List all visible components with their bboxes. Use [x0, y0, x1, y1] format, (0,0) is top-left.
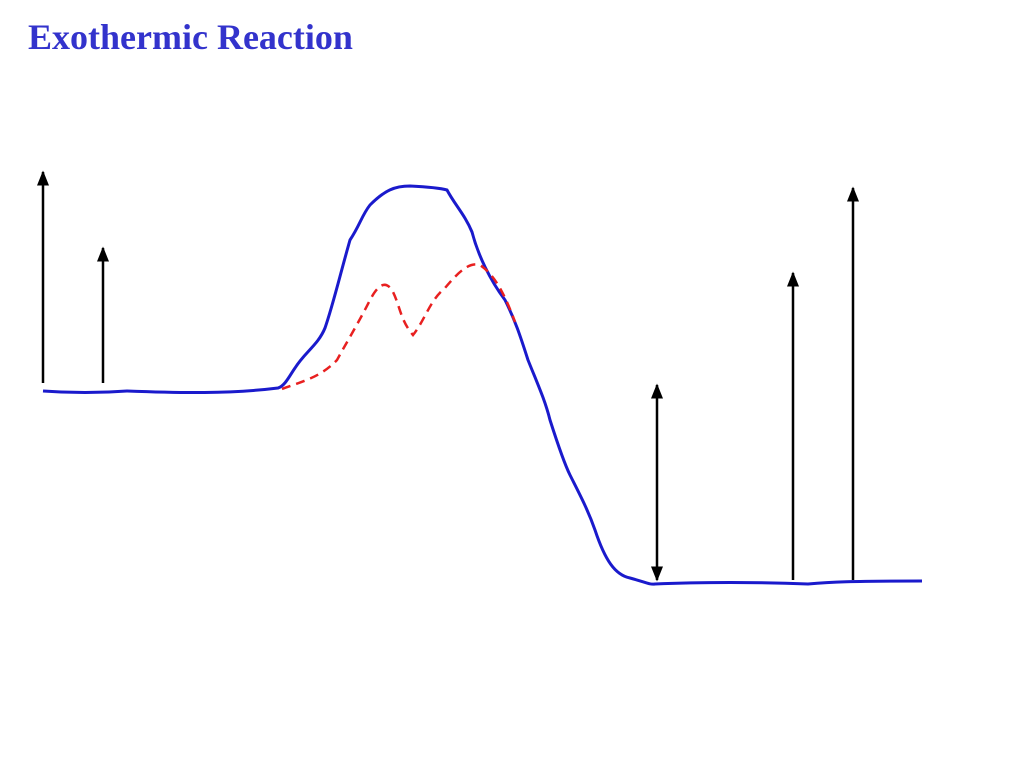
reaction-curve: [42, 184, 923, 586]
catalyzed-curve: [281, 263, 517, 391]
title: Exothermic Reaction: [28, 17, 353, 57]
